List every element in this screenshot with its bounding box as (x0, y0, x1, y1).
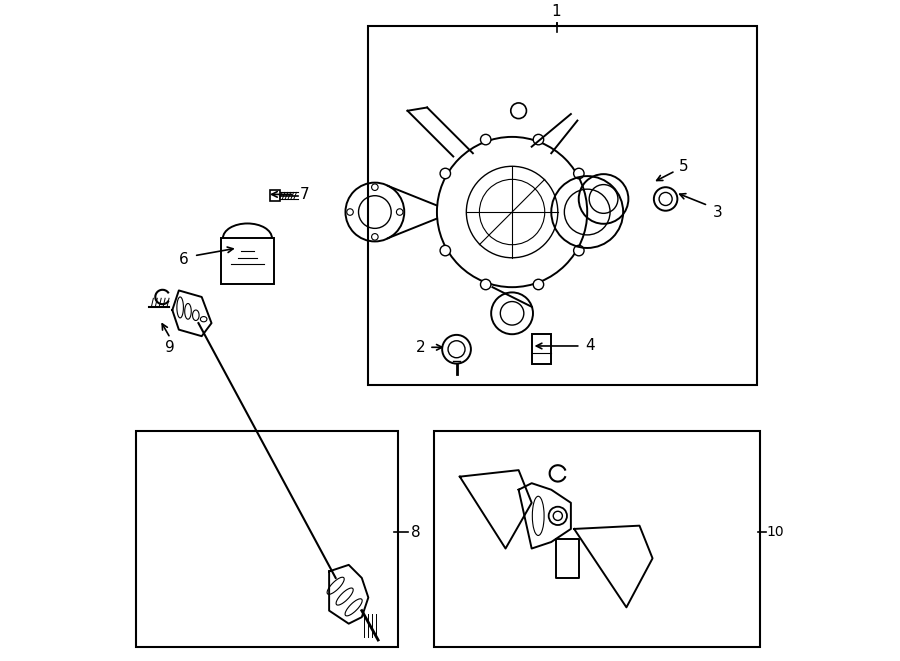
Circle shape (573, 169, 584, 178)
Circle shape (372, 184, 378, 190)
Text: 3: 3 (713, 204, 723, 219)
Text: 7: 7 (300, 187, 310, 202)
Circle shape (533, 134, 544, 145)
Circle shape (346, 209, 354, 215)
Circle shape (440, 245, 451, 256)
Text: 4: 4 (586, 338, 595, 354)
Bar (137, 431, 398, 646)
Circle shape (440, 169, 451, 178)
Text: 9: 9 (166, 340, 176, 355)
Text: 5: 5 (679, 159, 688, 174)
Circle shape (481, 279, 491, 290)
Bar (532, 334, 552, 364)
Text: 6: 6 (179, 253, 189, 267)
Bar (270, 190, 280, 201)
Text: 1: 1 (552, 4, 562, 19)
Circle shape (372, 233, 378, 240)
Bar (221, 238, 274, 284)
Circle shape (396, 209, 403, 215)
Circle shape (533, 279, 544, 290)
Text: 8: 8 (410, 525, 420, 539)
Circle shape (481, 134, 491, 145)
Text: 2: 2 (416, 340, 426, 355)
Circle shape (573, 245, 584, 256)
Bar (368, 26, 757, 385)
Text: 10: 10 (767, 525, 785, 539)
Bar (434, 431, 760, 646)
